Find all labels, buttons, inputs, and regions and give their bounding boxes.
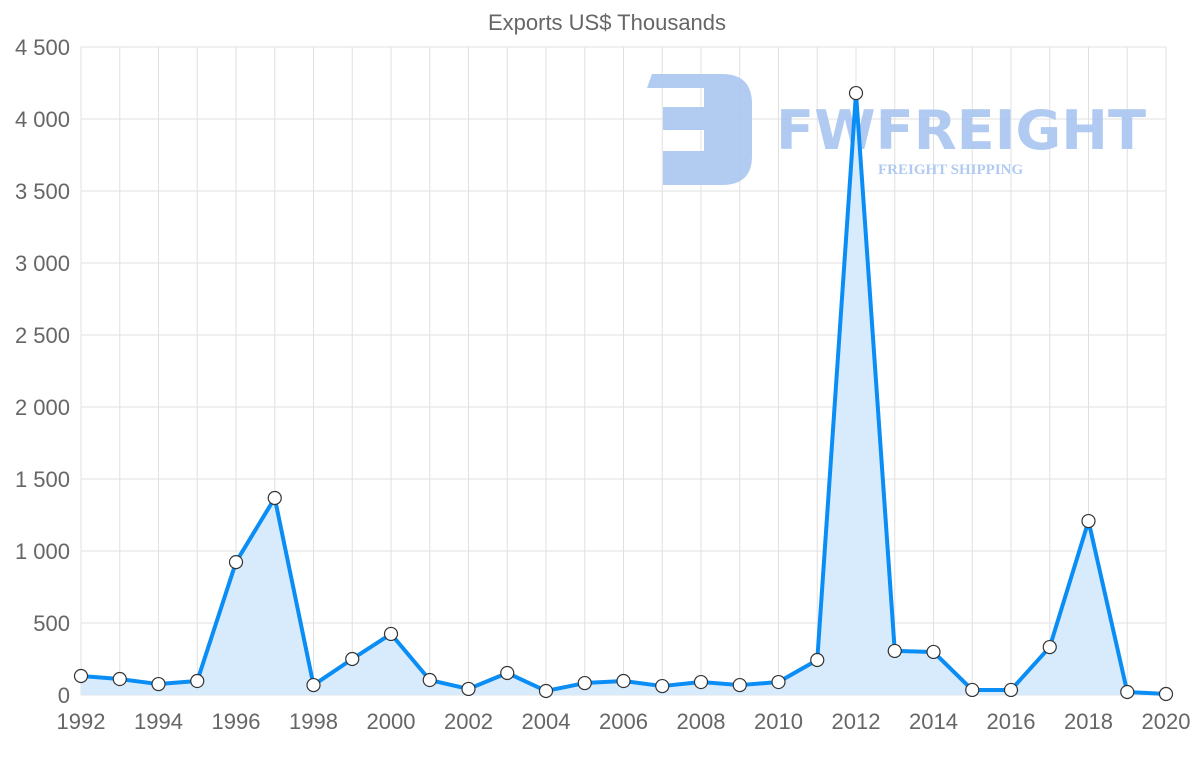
data-point <box>383 626 399 642</box>
fwfreight-logo-icon <box>647 74 752 185</box>
fwfreight-watermark-logo: FWFREIGHT FREIGHT SHIPPING <box>647 74 1146 185</box>
y-tick-label: 1 500 <box>15 467 70 492</box>
data-point <box>267 490 282 506</box>
data-point <box>1120 684 1135 700</box>
y-tick-label: 1 000 <box>15 539 70 564</box>
x-tick-label: 2014 <box>909 709 958 734</box>
y-axis: 0 500 1 000 1 500 2 000 2 500 3 000 3 500 4 000 4… <box>15 35 70 708</box>
data-point <box>965 682 980 698</box>
y-tick-label: 2 000 <box>15 395 70 420</box>
data-point <box>1003 682 1019 698</box>
data-point <box>1042 639 1057 655</box>
data-point <box>771 674 786 690</box>
data-point <box>887 643 902 659</box>
watermark-tagline: FREIGHT SHIPPING <box>878 162 1023 178</box>
x-tick-label: 2006 <box>599 709 648 734</box>
y-tick-label: 3 000 <box>15 251 70 276</box>
x-tick-label: 2018 <box>1064 709 1113 734</box>
grid <box>80 46 1167 696</box>
y-tick-label: 2 500 <box>15 323 70 348</box>
data-point <box>190 673 205 689</box>
y-tick-label: 500 <box>33 611 70 636</box>
y-tick-label: 4 500 <box>15 35 70 60</box>
data-points <box>73 85 1174 702</box>
area-fill <box>81 93 1166 695</box>
x-tick-label: 2004 <box>522 709 571 734</box>
data-point <box>73 668 89 684</box>
data-point <box>422 672 437 688</box>
x-tick-label: 2010 <box>754 709 803 734</box>
x-tick-label: 1996 <box>212 709 261 734</box>
y-tick-label: 0 <box>58 683 70 708</box>
x-tick-label: 2000 <box>367 709 416 734</box>
data-point <box>732 677 747 693</box>
x-tick-label: 2012 <box>832 709 881 734</box>
data-point <box>228 554 244 570</box>
y-tick-label: 3 500 <box>15 179 70 204</box>
data-point <box>1081 513 1096 529</box>
data-point <box>112 671 127 687</box>
data-point <box>345 651 360 667</box>
data-point <box>1158 686 1174 702</box>
watermark-brand: FWFREIGHT <box>776 99 1146 162</box>
x-tick-label: 2002 <box>444 709 493 734</box>
x-axis: 1992 1994 1996 1998 2000 2002 2004 2006 2008 2010… <box>57 709 1191 734</box>
data-point <box>500 665 515 681</box>
data-point <box>926 644 941 660</box>
chart-title: Exports US$ Thousands <box>488 10 726 35</box>
data-point <box>655 678 670 694</box>
x-tick-label: 2016 <box>987 709 1036 734</box>
x-tick-label: 1994 <box>134 709 183 734</box>
data-point <box>538 683 554 699</box>
data-point <box>461 681 476 697</box>
data-point <box>848 85 864 101</box>
x-tick-label: 2020 <box>1142 709 1191 734</box>
data-point <box>616 673 631 689</box>
x-tick-label: 1998 <box>289 709 338 734</box>
x-tick-label: 1992 <box>57 709 106 734</box>
x-tick-label: 2008 <box>677 709 726 734</box>
data-point <box>577 675 592 691</box>
data-point <box>306 677 321 693</box>
y-tick-label: 4 000 <box>15 107 70 132</box>
data-point <box>810 652 825 668</box>
data-point <box>151 676 166 692</box>
data-point <box>693 674 709 690</box>
